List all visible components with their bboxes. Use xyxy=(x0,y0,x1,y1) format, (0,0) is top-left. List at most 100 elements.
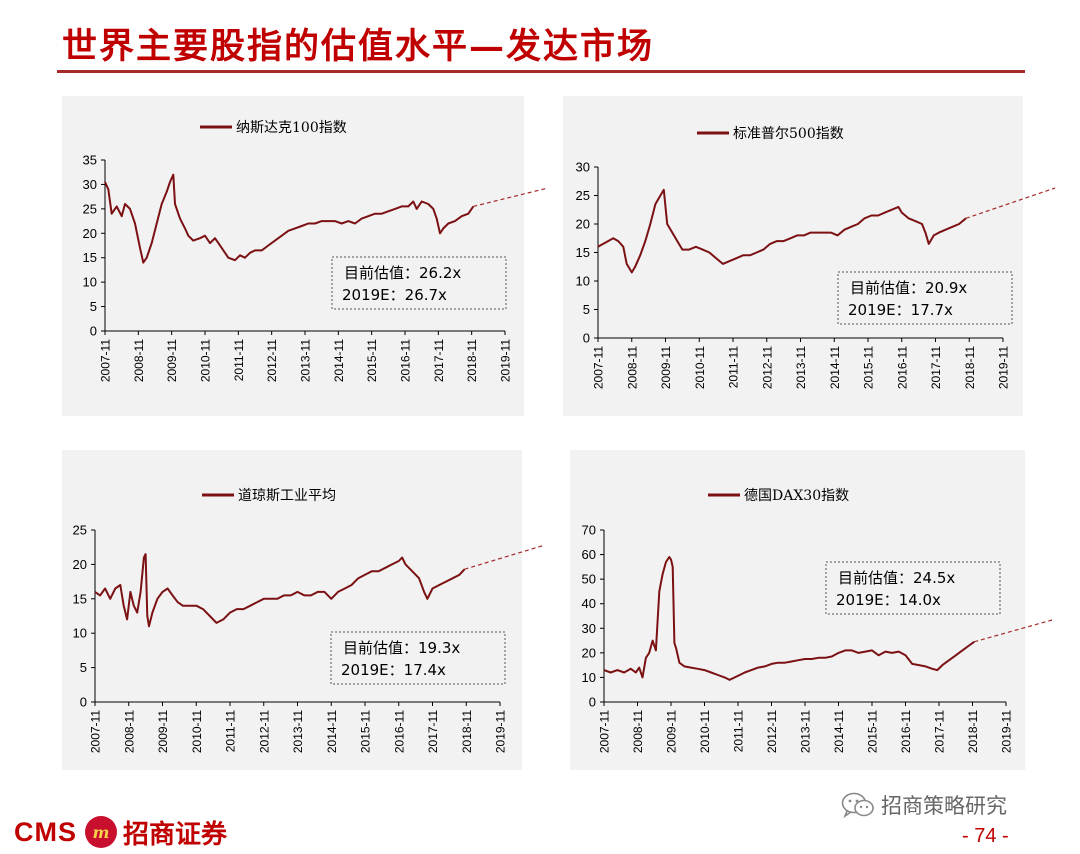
x-tick-label: 2008-11 xyxy=(625,346,639,389)
y-tick-label: 0 xyxy=(90,324,97,339)
valuation-box xyxy=(330,631,506,685)
page-title: 世界主要股指的估值水平—发达市场 xyxy=(62,26,655,67)
forecast-dashed-line xyxy=(965,187,1056,219)
x-tick-label: 2007-11 xyxy=(99,339,113,382)
series-line xyxy=(94,553,466,628)
x-tick-label: 2008-11 xyxy=(122,710,136,753)
x-tick-label: 2013-11 xyxy=(291,710,305,753)
x-tick-label: 2013-11 xyxy=(799,710,813,753)
y-tick-label: 15 xyxy=(576,245,590,260)
x-tick-label: 2017-11 xyxy=(929,346,943,389)
brand-badge-icon: m xyxy=(85,816,117,848)
current-valuation-text: 目前估值：20.9x xyxy=(850,279,967,297)
chart-panel-dax30: 0 10 20 30 40 50 60 70 2007-11 2008-11 2009-11 2010… xyxy=(570,450,1053,770)
x-tick-label: 2012-11 xyxy=(760,346,774,389)
y-tick-label: 10 xyxy=(83,275,97,290)
x-tick-label: 2015-11 xyxy=(862,346,876,389)
y-tick-label: 10 xyxy=(576,274,590,289)
estimate-valuation-text: 2019E：17.4x xyxy=(341,661,446,679)
x-tick-label: 2016-11 xyxy=(399,339,413,382)
page-number: - 74 - xyxy=(962,825,1009,847)
y-tick-label: 30 xyxy=(582,621,596,636)
x-tick-label: 2012-11 xyxy=(765,710,779,753)
x-tick-label: 2009-11 xyxy=(165,339,179,382)
x-tick-label: 2013-11 xyxy=(794,346,808,389)
y-tick-label: 15 xyxy=(83,250,97,265)
estimate-valuation-text: 2019E：14.0x xyxy=(836,591,941,609)
x-tick-label: 2009-11 xyxy=(659,346,673,389)
chart-panel-dowjones: 0 5 10 15 20 25 2007-11 2008-11 2009-11 2010-11 20… xyxy=(62,450,546,770)
y-tick-label: 40 xyxy=(582,596,596,611)
x-tick-label: 2018-11 xyxy=(963,346,977,389)
forecast-dashed-line xyxy=(473,187,549,207)
valuation-box xyxy=(331,256,507,310)
x-tick-label: 2017-11 xyxy=(432,339,446,382)
x-tick-label: 2011-11 xyxy=(732,710,746,753)
x-tick-label: 2018-11 xyxy=(966,710,980,753)
current-valuation-text: 目前估值：24.5x xyxy=(838,569,955,587)
x-tick-label: 2014-11 xyxy=(332,339,346,382)
legend-label: 纳斯达克100指数 xyxy=(236,120,347,136)
x-tick-label: 2017-11 xyxy=(933,710,947,753)
y-tick-label: 20 xyxy=(582,645,596,660)
x-tick-label: 2011-11 xyxy=(232,339,246,382)
series-line xyxy=(603,556,975,681)
y-tick-label: 0 xyxy=(80,695,87,710)
y-tick-label: 20 xyxy=(73,557,87,572)
x-tick-label: 2012-11 xyxy=(265,339,279,382)
forecast-dashed-line xyxy=(464,544,546,570)
x-tick-label: 2007-11 xyxy=(598,710,612,753)
x-tick-label: 2008-11 xyxy=(132,339,146,382)
legend-label: 标准普尔500指数 xyxy=(733,126,844,142)
current-valuation-text: 目前估值：26.2x xyxy=(344,264,461,282)
chart-svg: 0 5 10 15 20 25 30 35 2007-11 2008-11 2009-11 2010-… xyxy=(83,120,549,382)
y-tick-label: 35 xyxy=(83,153,97,168)
legend-label: 德国DAX30指数 xyxy=(744,488,849,504)
series-line xyxy=(104,173,475,264)
y-tick-label: 5 xyxy=(583,302,590,317)
x-tick-label: 2017-11 xyxy=(426,710,440,753)
x-tick-label: 2016-11 xyxy=(392,710,406,753)
x-tick-label: 2011-11 xyxy=(224,710,238,753)
y-tick-label: 30 xyxy=(576,160,590,175)
wechat-account: 招商策略研究 xyxy=(841,790,1007,820)
y-tick-label: 25 xyxy=(576,188,590,203)
current-valuation-text: 目前估值：19.3x xyxy=(343,639,460,657)
brand-logo: CMS m 招商证券 xyxy=(14,812,227,852)
x-tick-label: 2010-11 xyxy=(698,710,712,753)
y-tick-label: 30 xyxy=(83,177,97,192)
x-tick-label: 2010-11 xyxy=(190,710,204,753)
y-tick-label: 10 xyxy=(582,670,596,685)
y-tick-label: 20 xyxy=(83,226,97,241)
y-tick-label: 20 xyxy=(576,217,590,232)
y-tick-label: 10 xyxy=(73,626,87,641)
series-line xyxy=(597,188,967,274)
chart-svg: 0 5 10 15 20 25 30 2007-11 2008-11 2009-11 2010-11… xyxy=(576,126,1056,389)
x-tick-label: 2007-11 xyxy=(592,346,606,389)
y-tick-label: 60 xyxy=(582,547,596,562)
x-tick-label: 2013-11 xyxy=(299,339,313,382)
x-tick-label: 2014-11 xyxy=(828,346,842,389)
x-tick-label: 2019-11 xyxy=(499,339,513,382)
x-tick-label: 2015-11 xyxy=(866,710,880,753)
brand-cms-text: CMS xyxy=(14,816,77,847)
x-tick-label: 2010-11 xyxy=(693,346,707,389)
x-tick-label: 2016-11 xyxy=(895,346,909,389)
x-tick-label: 2019-11 xyxy=(494,710,508,753)
x-tick-label: 2011-11 xyxy=(727,346,741,389)
brand-cn-text: 招商证券 xyxy=(123,819,228,850)
x-tick-label: 2008-11 xyxy=(631,710,645,753)
x-tick-label: 2009-11 xyxy=(665,710,679,753)
chart-svg: 0 5 10 15 20 25 2007-11 2008-11 2009-11 2010-11 20… xyxy=(73,488,546,753)
y-tick-label: 5 xyxy=(90,299,97,314)
x-tick-label: 2015-11 xyxy=(359,710,373,753)
legend-label: 道琼斯工业平均 xyxy=(238,488,336,504)
y-tick-label: 50 xyxy=(582,572,596,587)
y-tick-label: 15 xyxy=(73,591,87,606)
x-tick-label: 2015-11 xyxy=(365,339,379,382)
wechat-name: 招商策略研究 xyxy=(881,794,1007,818)
x-tick-label: 2009-11 xyxy=(156,710,170,753)
y-tick-label: 70 xyxy=(582,523,596,538)
y-tick-label: 5 xyxy=(80,660,87,675)
x-tick-label: 2014-11 xyxy=(325,710,339,753)
